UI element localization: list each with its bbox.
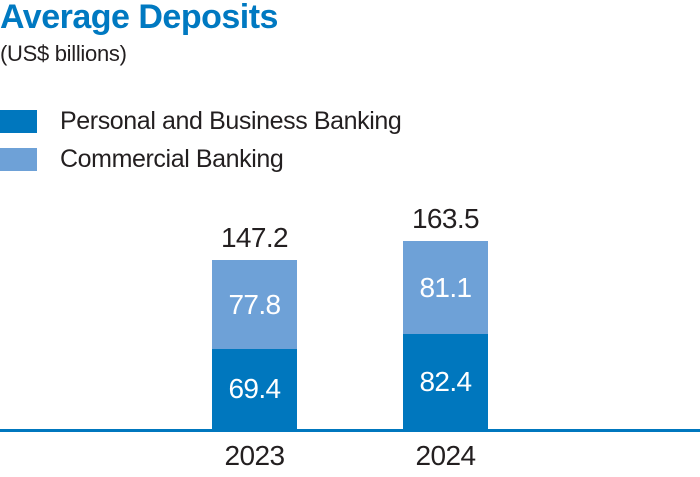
legend-item-personal-and-business-banking: Personal and Business Banking (0, 107, 402, 135)
category-label-2024: 2024 (415, 440, 476, 471)
bar-segment-commercial-banking-2024: 81.1 (403, 241, 488, 335)
bar-segment-commercial-banking-2023: 77.8 (212, 260, 297, 350)
segment-value-label: 82.4 (419, 365, 472, 397)
segment-value-label: 81.1 (419, 271, 472, 303)
segment-value-label: 77.8 (228, 288, 281, 320)
total-label-2024: 163.5 (411, 203, 480, 235)
chart-subtitle: (US$ billions) (0, 41, 127, 66)
bar-segment-personal-and-business-banking-2023: 69.4 (212, 349, 297, 429)
total-label-2023: 147.2 (220, 222, 289, 253)
x-axis-line (0, 429, 700, 432)
legend-swatch-personal-and-business-banking (0, 110, 37, 133)
bar-segment-personal-and-business-banking-2024: 82.4 (403, 334, 488, 429)
segment-value-label: 69.4 (228, 373, 281, 405)
legend-item-commercial-banking: Commercial Banking (0, 145, 284, 173)
legend-swatch-commercial-banking (0, 148, 37, 171)
chart-title: Average Deposits (0, 0, 278, 36)
category-label-2023: 2023 (224, 440, 285, 471)
legend-label: Commercial Banking (60, 145, 284, 173)
legend-label: Personal and Business Banking (60, 107, 402, 135)
